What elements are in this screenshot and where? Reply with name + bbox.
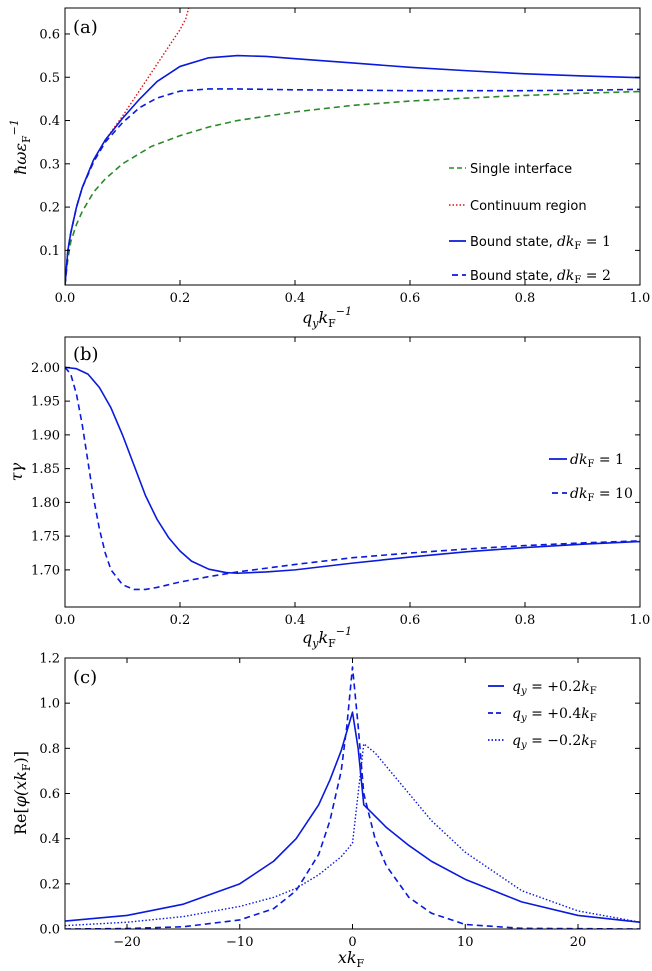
series-line-b-2: [65, 366, 640, 591]
series-line-c-3: [65, 743, 640, 927]
plot-area-a: [65, 8, 640, 285]
svg-text:Bound state, dkF = 1: Bound state, dkF = 1: [470, 234, 611, 252]
y-tick-label: 1.95: [31, 395, 60, 410]
x-tick-label: 0.4: [285, 613, 306, 628]
legend-entry-bound-state-1: Bound state, dkF = 1: [449, 234, 611, 252]
y-tick-label: 0.4: [39, 114, 60, 129]
y-axis-label-c: Re[φ(xkF)]: [11, 751, 33, 835]
x-tick-label: 0.0: [55, 291, 76, 306]
series-line-a-1: [65, 90, 640, 285]
legend-entry-qy-plus-02: qy = +0.2kF: [488, 679, 597, 697]
series-line-c-1: [65, 711, 640, 924]
y-tick-label: 1.85: [31, 462, 60, 477]
axes-frame-c: [64, 657, 641, 930]
legend-a: Single interface Continuum region Bound …: [449, 162, 611, 286]
svg-text:Continuum region: Continuum region: [470, 199, 587, 214]
ticks-c: −20 −10 0 10 20 0.0 0.2 0.4 0.6 0.8 1.0 1.2: [39, 652, 640, 950]
plot-area-b: [65, 366, 640, 591]
x-tick-label: 1.0: [630, 613, 651, 628]
y-tick-label: 1.80: [31, 496, 60, 511]
panel-c: (c) −20 −10 0 10 20 0.0 0.2 0.4 0.6 0.8 1.0 1.2 xkF…: [11, 652, 641, 970]
x-tick-label: 0.6: [400, 613, 421, 628]
series-line-a-4: [65, 88, 640, 285]
legend-c: qy = +0.2kF qy = +0.4kF qy = −0.2kF: [488, 679, 597, 751]
x-tick-label: 20: [570, 935, 587, 950]
panel-a: (a) 0.0 0.2 0.4 0.6 0.8 1.0 0.1 0.2 0.3 0.4 0.5 0.6…: [8, 7, 650, 330]
y-tick-label: 2.00: [31, 361, 60, 376]
legend-entry-bound-state-2: Bound state, dkF = 2: [452, 268, 611, 286]
y-tick-label: 0.6: [39, 787, 60, 802]
svg-text:qy = +0.2kF: qy = +0.2kF: [512, 679, 597, 697]
legend-entry-dkf-10: dkF = 10: [552, 486, 633, 504]
x-tick-label: −20: [113, 935, 140, 950]
x-tick-label: 10: [457, 935, 474, 950]
plot-area-c: [65, 666, 640, 929]
x-tick-label: 1.0: [630, 291, 651, 306]
x-axis-label-b: qykF−1: [302, 625, 352, 650]
svg-text:Bound state, dkF = 2: Bound state, dkF = 2: [470, 268, 611, 286]
x-tick-label: 0.2: [170, 291, 191, 306]
y-tick-label: 0.2: [39, 201, 60, 216]
y-tick-label: 0.6: [39, 27, 60, 42]
x-tick-label: 0.8: [515, 613, 536, 628]
x-tick-label: 0.6: [400, 291, 421, 306]
svg-text:qy = +0.4kF: qy = +0.4kF: [512, 706, 597, 724]
svg-text:Single interface: Single interface: [470, 162, 572, 177]
y-axis-label-b: τγ: [7, 462, 26, 481]
x-tick-label: 0.2: [170, 613, 191, 628]
y-tick-label: 1.0: [39, 697, 60, 712]
x-axis-label-a: qykF−1: [302, 305, 352, 330]
y-tick-label: 0.4: [39, 832, 60, 847]
y-tick-label: 1.70: [31, 563, 60, 578]
ticks-a: 0.0 0.2 0.4 0.6 0.8 1.0 0.1 0.2 0.3 0.4 0.5 0.6: [39, 8, 650, 306]
y-axis-label-a: ħωεF−1: [8, 119, 33, 175]
x-axis-label-c: xkF: [338, 948, 365, 970]
y-tick-label: 0.3: [39, 157, 60, 172]
y-tick-label: 0.1: [39, 244, 60, 259]
panel-label-c: (c): [73, 667, 97, 688]
legend-entry-continuum-region: Continuum region: [449, 199, 587, 214]
legend-entry-qy-minus-02: qy = −0.2kF: [488, 733, 597, 751]
x-tick-label: 0.0: [55, 613, 76, 628]
series-line-c-2: [65, 666, 640, 929]
legend-b: dkF = 1 dkF = 10: [549, 452, 633, 504]
y-tick-label: 0.5: [39, 71, 60, 86]
y-tick-label: 1.90: [31, 428, 60, 443]
panel-label-a: (a): [73, 17, 98, 38]
y-tick-label: 1.2: [39, 652, 60, 667]
series-line-b-1: [65, 366, 640, 575]
svg-text:dkF = 10: dkF = 10: [570, 486, 633, 504]
series-line-a-2: [65, 8, 190, 285]
svg-text:qy = −0.2kF: qy = −0.2kF: [512, 733, 597, 751]
x-tick-label: 0: [348, 935, 356, 950]
y-tick-label: 0.8: [39, 742, 60, 757]
axes-frame-a: [64, 7, 641, 286]
panel-label-b: (b): [73, 344, 99, 365]
axes-frame-b: [64, 336, 641, 608]
x-tick-label: −10: [226, 935, 253, 950]
legend-entry-single-interface: Single interface: [449, 162, 572, 177]
y-tick-label: 0.0: [39, 923, 60, 938]
svg-text:dkF = 1: dkF = 1: [570, 452, 624, 470]
x-tick-label: 0.8: [515, 291, 536, 306]
x-tick-label: 0.4: [285, 291, 306, 306]
legend-entry-qy-plus-04: qy = +0.4kF: [488, 706, 597, 724]
panel-b: (b) 0.0 0.2 0.4 0.6 0.8 1.0 1.70 1.75 1.80 1.85 1.…: [7, 336, 650, 650]
y-tick-label: 1.75: [31, 530, 60, 545]
legend-entry-dkf-1: dkF = 1: [549, 452, 624, 470]
y-tick-label: 0.2: [39, 877, 60, 892]
ticks-b: 0.0 0.2 0.4 0.6 0.8 1.0 1.70 1.75 1.80 1.85 1.90 1.…: [31, 337, 650, 628]
